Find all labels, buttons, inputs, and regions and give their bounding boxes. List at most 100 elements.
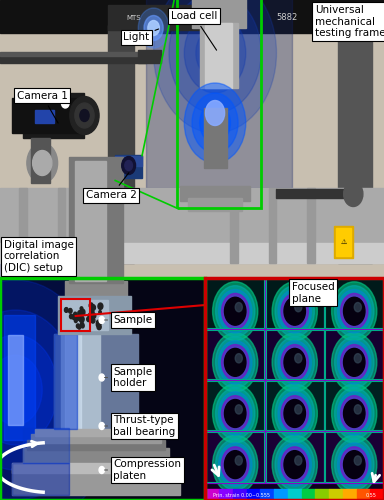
Bar [0,243,384,263]
Circle shape [344,298,365,325]
Circle shape [295,302,302,312]
Text: Prin. strain 0.00~0.555: Prin. strain 0.00~0.555 [213,493,270,498]
Bar [205,432,265,482]
Bar [177,0,261,208]
Bar [307,188,315,263]
Circle shape [235,354,242,363]
Circle shape [0,250,123,500]
Circle shape [225,348,246,376]
Bar [336,228,351,256]
Bar [324,380,384,432]
Bar [266,279,324,328]
Bar [35,110,54,123]
Bar [54,334,77,428]
Bar [325,381,383,430]
Text: Light: Light [123,29,159,42]
Bar [325,432,383,482]
Bar [96,188,104,263]
Bar [265,278,324,329]
Bar [269,188,276,263]
Bar [8,335,23,425]
Circle shape [295,354,302,363]
Bar [265,432,324,482]
Bar [31,434,161,442]
Bar [19,188,27,263]
Circle shape [284,298,305,325]
Bar [58,296,131,334]
Bar [115,156,142,178]
Bar [0,188,384,263]
Bar [12,462,180,472]
Bar [266,432,324,482]
Circle shape [275,388,314,439]
Bar [325,330,383,379]
Circle shape [338,392,371,435]
Bar [0,278,205,500]
Circle shape [184,13,246,93]
Circle shape [344,348,365,376]
Circle shape [77,314,82,320]
Circle shape [80,322,84,326]
Circle shape [96,320,100,325]
Circle shape [215,286,255,337]
Circle shape [354,404,361,414]
Bar [23,448,169,462]
Circle shape [225,450,246,478]
Bar [0,278,205,500]
Circle shape [278,290,311,333]
Bar [276,189,353,198]
Bar [35,428,157,436]
Bar [188,198,242,210]
Text: Sample
holder: Sample holder [104,366,152,388]
Circle shape [213,282,258,341]
Bar [138,50,161,63]
Bar [108,25,134,263]
Circle shape [80,110,89,122]
Circle shape [284,400,305,427]
Circle shape [196,28,234,78]
Circle shape [281,396,308,432]
Text: Compression
platen: Compression platen [104,459,181,481]
Circle shape [72,315,76,320]
Bar [27,440,165,450]
Bar [205,278,384,500]
Bar [0,52,146,56]
Bar [54,334,138,428]
Bar [108,5,215,30]
Bar [265,329,324,380]
Circle shape [222,294,249,329]
Bar [265,329,324,380]
Bar [61,298,90,331]
Circle shape [78,326,81,329]
Circle shape [74,312,77,316]
Bar [12,468,180,495]
Circle shape [80,309,85,316]
Bar [58,188,65,263]
Circle shape [334,439,374,490]
Text: Load cell: Load cell [171,11,217,50]
Circle shape [334,337,374,388]
Circle shape [344,400,365,427]
Bar [4,315,35,440]
Circle shape [295,404,302,414]
Circle shape [78,310,82,316]
Circle shape [284,450,305,478]
Circle shape [213,435,258,494]
Bar [69,158,123,282]
Bar [205,432,265,482]
Circle shape [275,337,314,388]
Circle shape [225,400,246,427]
Bar [324,329,384,380]
Bar [288,489,301,498]
Circle shape [332,384,377,443]
Circle shape [218,340,252,384]
Circle shape [74,319,77,322]
Circle shape [89,303,93,308]
Bar [12,462,69,495]
Text: Camera 1: Camera 1 [17,90,68,123]
Text: MTS: MTS [127,14,141,20]
Bar [233,489,247,498]
Text: 5882: 5882 [276,13,298,22]
Bar [0,0,384,278]
Circle shape [144,16,163,40]
